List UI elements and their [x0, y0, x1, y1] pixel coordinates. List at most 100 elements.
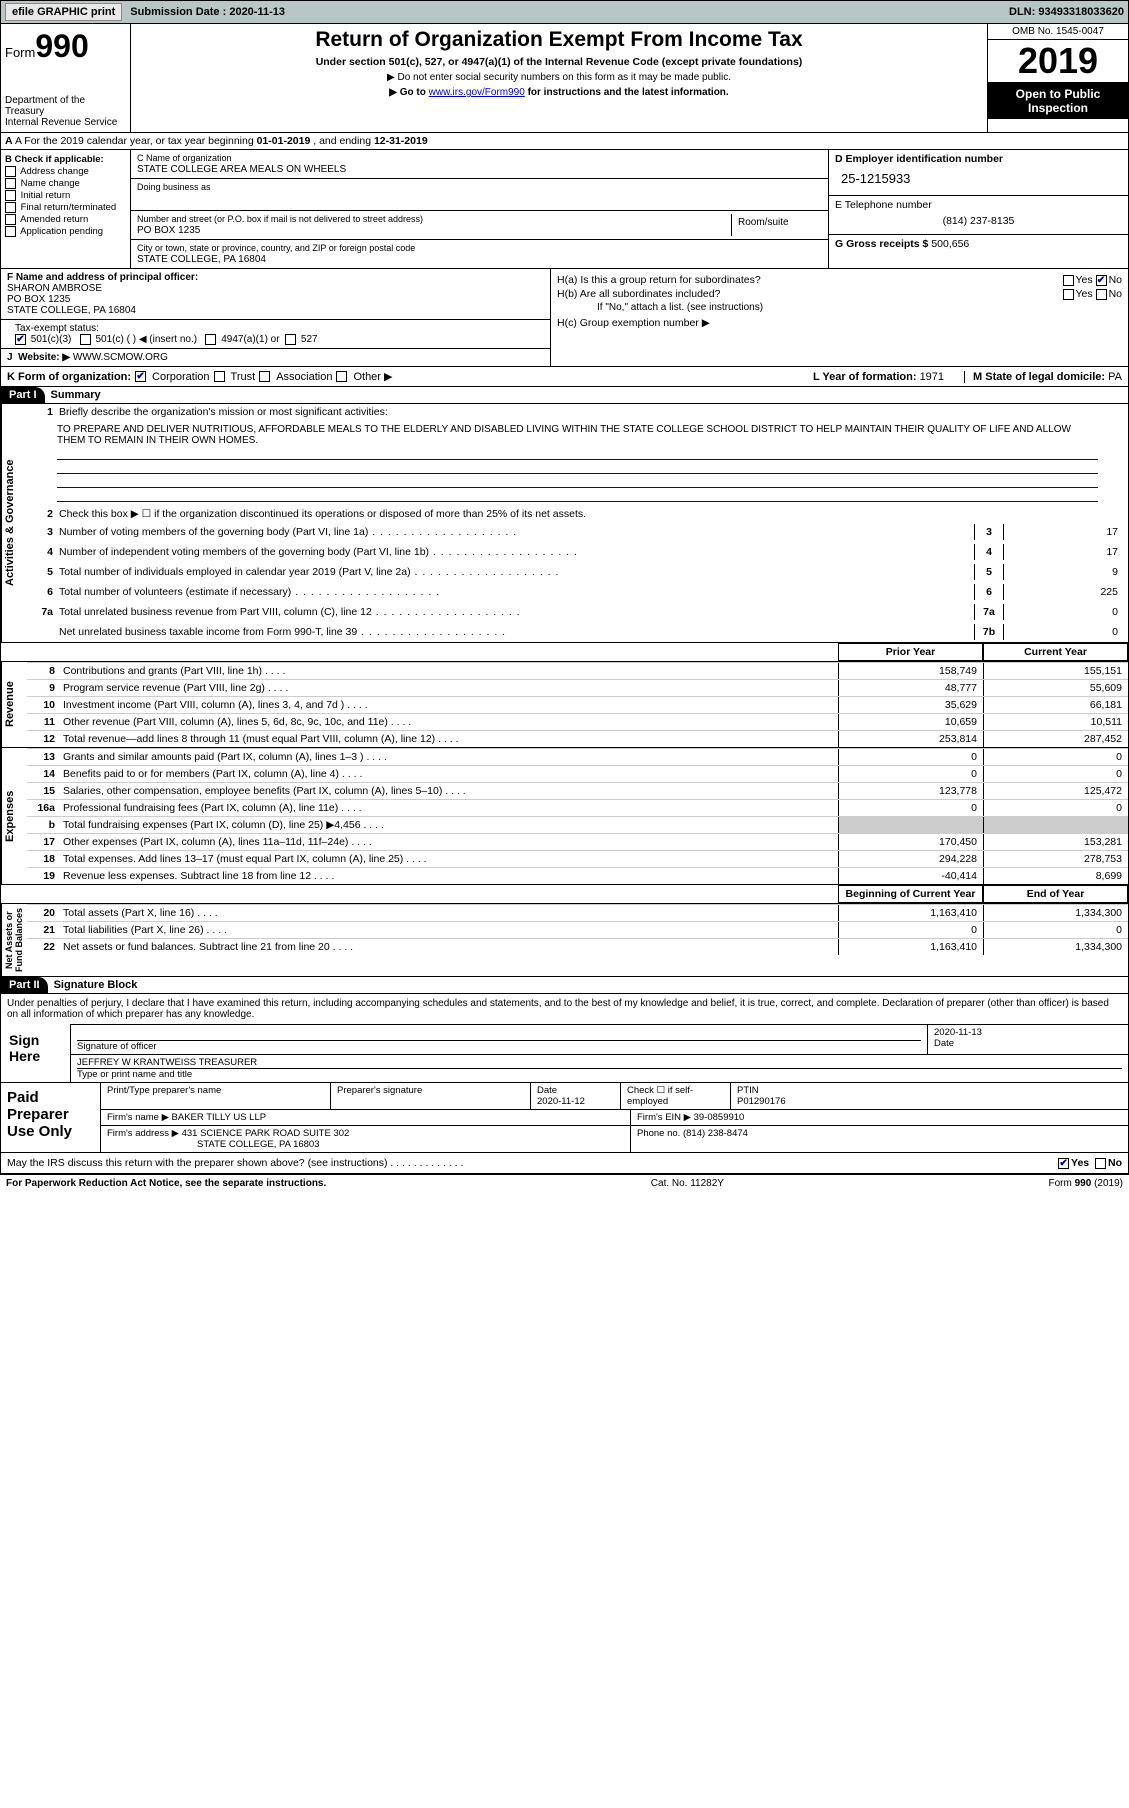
activities-governance-label: Activities & Governance [1, 404, 27, 642]
line-11: 11Other revenue (Part VIII, column (A), … [27, 713, 1128, 730]
sign-here-label: Sign Here [1, 1024, 71, 1082]
paperwork-notice: For Paperwork Reduction Act Notice, see … [6, 1178, 326, 1189]
website-row: J Website: ▶ WWW.SCMOW.ORG [1, 349, 550, 366]
application-pending-checkbox[interactable] [5, 226, 16, 237]
line-14: 14Benefits paid to or for members (Part … [27, 765, 1128, 782]
hb-label: H(b) Are all subordinates included? [557, 288, 720, 300]
beg-end-header: Beginning of Current Year End of Year [1, 885, 1128, 903]
line-8: 8Contributions and grants (Part VIII, li… [27, 662, 1128, 679]
line-15: 15Salaries, other compensation, employee… [27, 782, 1128, 799]
hc-label: H(c) Group exemption number ▶ [557, 317, 1122, 329]
line-10: 10Investment income (Part VIII, column (… [27, 696, 1128, 713]
paid-preparer-label: Paid Preparer Use Only [1, 1083, 101, 1152]
city-label: City or town, state or province, country… [137, 243, 415, 253]
firm-phone: (814) 238-8474 [683, 1128, 748, 1139]
line-18: 18Total expenses. Add lines 13–17 (must … [27, 850, 1128, 867]
name-change-checkbox[interactable] [5, 178, 16, 189]
phone-label: E Telephone number [835, 199, 932, 211]
part-i-header: Part ISummary [0, 387, 1129, 404]
ein-label: D Employer identification number [835, 153, 1003, 165]
net-assets-label: Net Assets or Fund Balances [1, 904, 27, 976]
address: PO BOX 1235 [137, 225, 200, 236]
tax-exempt-status: Tax-exempt status: 501(c)(3) 501(c) ( ) … [1, 320, 550, 349]
self-employed-check[interactable]: Check ☐ if self-employed [621, 1083, 731, 1109]
line-17: 17Other expenses (Part IX, column (A), l… [27, 833, 1128, 850]
catalog-number: Cat. No. 11282Y [651, 1178, 724, 1189]
revenue-label: Revenue [1, 662, 27, 747]
officer-addr2: STATE COLLEGE, PA 16804 [7, 305, 136, 316]
line-b: bTotal fundraising expenses (Part IX, co… [27, 816, 1128, 833]
firm-name: BAKER TILLY US LLP [172, 1112, 267, 1123]
corp-checkbox[interactable] [135, 371, 146, 382]
discuss-yes-checkbox[interactable] [1058, 1158, 1069, 1169]
summary-line-3: 3Number of voting members of the governi… [27, 522, 1128, 542]
department: Department of the Treasury Internal Reve… [5, 95, 126, 128]
officer-signature-line[interactable] [77, 1027, 921, 1041]
org-name: STATE COLLEGE AREA MEALS ON WHEELS [137, 164, 346, 175]
ha-label: H(a) Is this a group return for subordin… [557, 274, 761, 286]
line-12: 12Total revenue—add lines 8 through 11 (… [27, 730, 1128, 747]
net-assets-section: Net Assets or Fund Balances 20Total asse… [0, 904, 1129, 977]
line-9: 9Program service revenue (Part VIII, lin… [27, 679, 1128, 696]
other-checkbox[interactable] [336, 371, 347, 382]
info-grid: B Check if applicable: Address change Na… [0, 150, 1129, 269]
state-domicile: PA [1108, 371, 1122, 383]
amended-return-checkbox[interactable] [5, 214, 16, 225]
form-subtitle: Under section 501(c), 527, or 4947(a)(1)… [135, 56, 983, 68]
form-title: Return of Organization Exempt From Incom… [135, 28, 983, 52]
address-label: Number and street (or P.O. box if mail i… [137, 214, 423, 224]
trust-checkbox[interactable] [214, 371, 225, 382]
public-inspection-badge: Open to Public Inspection [988, 83, 1128, 119]
line-21: 21Total liabilities (Part X, line 26) . … [27, 921, 1128, 938]
submission-date-label: Submission Date : 2020-11-13 [130, 6, 285, 18]
line-13: 13Grants and similar amounts paid (Part … [27, 748, 1128, 765]
signature-date: 2020-11-13 [934, 1027, 1122, 1038]
ssn-note: ▶ Do not enter social security numbers o… [135, 72, 983, 83]
initial-return-checkbox[interactable] [5, 190, 16, 201]
ha-no-checkbox[interactable] [1096, 275, 1107, 286]
discuss-no-checkbox[interactable] [1095, 1158, 1106, 1169]
officer-name: SHARON AMBROSE [7, 283, 102, 294]
year-formation: 1971 [920, 371, 944, 383]
firm-ein: 39-0859910 [694, 1112, 745, 1123]
second-grid: F Name and address of principal officer:… [0, 269, 1129, 367]
officer-label: F Name and address of principal officer: [7, 272, 198, 283]
efile-print-button[interactable]: efile GRAPHIC print [5, 3, 122, 21]
501c-checkbox[interactable] [80, 334, 91, 345]
topbar: efile GRAPHIC print Submission Date : 20… [0, 0, 1129, 24]
firm-address-2: STATE COLLEGE, PA 16803 [107, 1139, 320, 1150]
line-19: 19Revenue less expenses. Subtract line 1… [27, 867, 1128, 884]
line-2-text: Check this box ▶ ☐ if the organization d… [59, 508, 1124, 520]
form-number: Form990 [5, 28, 126, 65]
officer-addr1: PO BOX 1235 [7, 294, 70, 305]
instructions-link[interactable]: www.irs.gov/Form990 [429, 87, 525, 98]
firm-address-1: 431 SCIENCE PARK ROAD SUITE 302 [182, 1128, 350, 1139]
ha-yes-checkbox[interactable] [1063, 275, 1074, 286]
website-url: WWW.SCMOW.ORG [73, 352, 168, 363]
527-checkbox[interactable] [285, 334, 296, 345]
summary-line-5: 5Total number of individuals employed in… [27, 562, 1128, 582]
dba-label: Doing business as [137, 182, 211, 192]
address-change-checkbox[interactable] [5, 166, 16, 177]
part-ii-header: Part IISignature Block [0, 977, 1129, 994]
prior-current-header: Prior Year Current Year [1, 643, 1128, 661]
dln: DLN: 93493318033620 [1009, 6, 1124, 18]
footer: For Paperwork Reduction Act Notice, see … [0, 1174, 1129, 1192]
hb-note: If "No," attach a list. (see instruction… [557, 302, 1122, 313]
room-suite-label: Room/suite [732, 214, 822, 236]
form-version: Form 990 (2019) [1049, 1178, 1123, 1189]
instructions-link-line: ▶ Go to www.irs.gov/Form990 for instruct… [135, 87, 983, 98]
501c3-checkbox[interactable] [15, 334, 26, 345]
4947-checkbox[interactable] [205, 334, 216, 345]
summary-line-7b: Net unrelated business taxable income fr… [27, 622, 1128, 642]
final-return-checkbox[interactable] [5, 202, 16, 213]
hb-yes-checkbox[interactable] [1063, 289, 1074, 300]
hb-no-checkbox[interactable] [1096, 289, 1107, 300]
activities-governance-section: Activities & Governance 1Briefly describ… [0, 404, 1129, 643]
assoc-checkbox[interactable] [259, 371, 270, 382]
summary-line-6: 6Total number of volunteers (estimate if… [27, 582, 1128, 602]
row-k: K Form of organization: Corporation Trus… [0, 367, 1129, 387]
signature-block: Under penalties of perjury, I declare th… [0, 994, 1129, 1174]
gross-receipts-label: G Gross receipts $ [835, 238, 928, 250]
line-20: 20Total assets (Part X, line 16) . . . .… [27, 904, 1128, 921]
